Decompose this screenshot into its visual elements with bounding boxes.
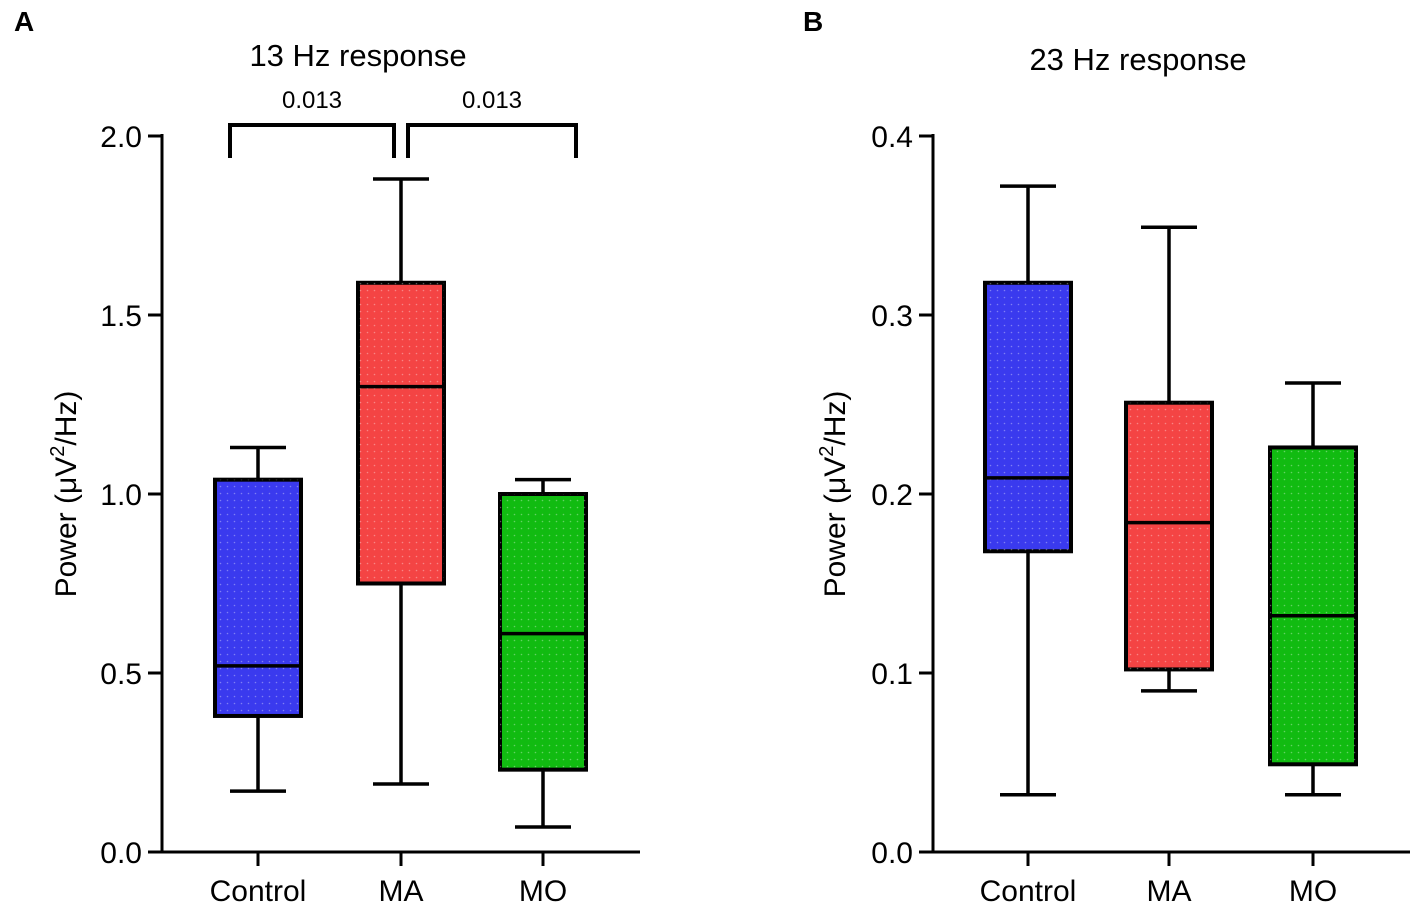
y-axis-label-superscript: 2 xyxy=(816,446,838,457)
x-tick-label-b: MA xyxy=(1147,875,1192,908)
y-axis-label-text: Power (μV xyxy=(50,457,83,598)
y-axis-label-unit: /Hz) xyxy=(50,391,83,446)
y-tick-label-a: 0.0 xyxy=(100,837,142,870)
x-tick-label-b: MO xyxy=(1289,875,1337,908)
y-tick-label-a: 2.0 xyxy=(100,121,142,154)
y-tick-label-a: 1.5 xyxy=(100,300,142,333)
box-texture-mo-b xyxy=(1270,447,1356,765)
y-tick-label-a: 0.5 xyxy=(100,658,142,691)
box-texture-mo-a xyxy=(500,494,586,770)
significance-bracket-a xyxy=(406,123,578,158)
y-tick-label-b: 0.4 xyxy=(871,121,913,154)
box-texture-control-a xyxy=(215,479,301,716)
y-axis-label-text: Power (μV xyxy=(819,457,852,598)
x-tick-label-a: MO xyxy=(519,875,567,908)
x-tick-label-a: MA xyxy=(379,875,424,908)
box-texture-ma-b xyxy=(1126,402,1212,670)
y-axis-label-b: Power (μV2/Hz) xyxy=(816,391,852,598)
significance-label-a: 0.013 xyxy=(282,87,342,114)
significance-label-a: 0.013 xyxy=(462,87,522,114)
y-tick-label-b: 0.1 xyxy=(871,658,913,691)
y-axis-label-superscript: 2 xyxy=(47,446,69,457)
y-tick-label-b: 0.2 xyxy=(871,479,913,512)
y-axis-label-unit: /Hz) xyxy=(819,391,852,446)
box-texture-control-b xyxy=(985,282,1071,552)
box-texture-ma-a xyxy=(358,282,444,584)
y-tick-label-b: 0.3 xyxy=(871,300,913,333)
y-tick-label-b: 0.0 xyxy=(871,837,913,870)
panel-label-a: A xyxy=(14,6,35,37)
chart-title-a: 13 Hz response xyxy=(249,38,466,73)
x-tick-label-b: Control xyxy=(980,875,1077,908)
x-tick-label-a: Control xyxy=(210,875,307,908)
panel-label-b: B xyxy=(803,6,824,37)
y-axis-label-a: Power (μV2/Hz) xyxy=(47,391,83,598)
y-tick-label-a: 1.0 xyxy=(100,479,142,512)
significance-bracket-a xyxy=(228,123,396,158)
chart-title-b: 23 Hz response xyxy=(1029,42,1246,77)
